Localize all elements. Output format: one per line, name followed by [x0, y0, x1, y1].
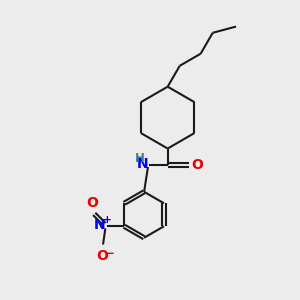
Text: O: O [191, 158, 203, 172]
Text: O: O [96, 249, 108, 262]
Text: N: N [94, 218, 105, 232]
Text: O: O [86, 196, 98, 210]
Text: H: H [135, 152, 145, 165]
Text: +: + [103, 215, 111, 225]
Text: −: − [105, 248, 114, 260]
Text: N: N [136, 157, 148, 171]
